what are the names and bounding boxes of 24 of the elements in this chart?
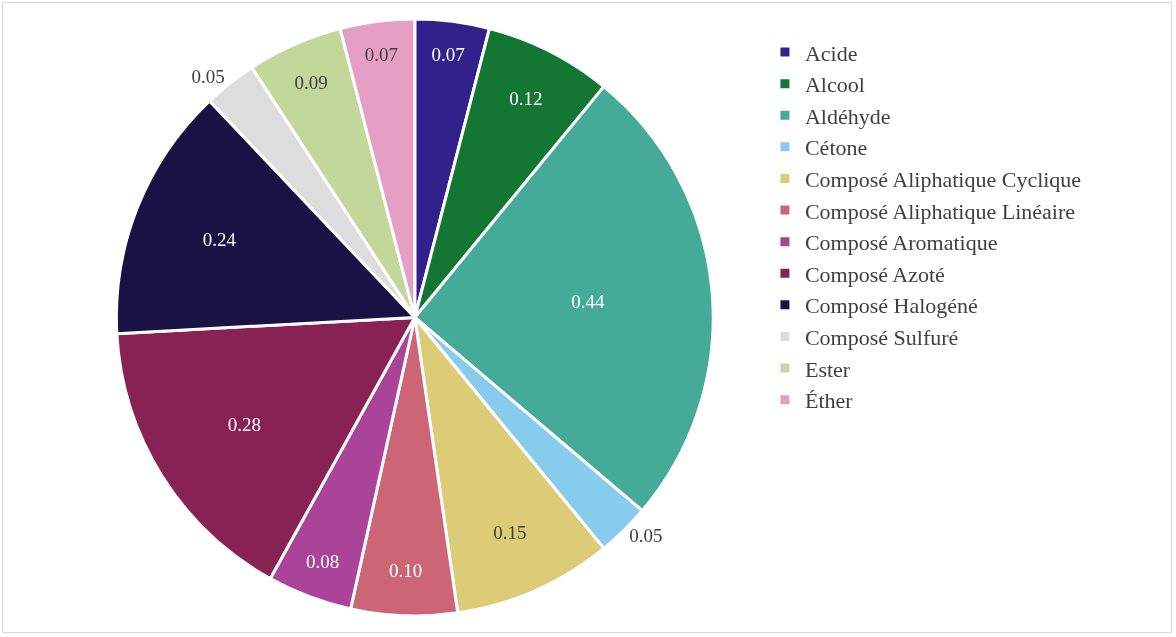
data-label: 0.07: [364, 44, 399, 66]
legend-label: Cétone: [804, 135, 868, 161]
legend-label: Composé Aliphatique Cyclique: [804, 167, 1082, 193]
legend-label: Composé Azoté: [804, 261, 945, 287]
legend-label: Composé Halogéné: [804, 293, 978, 319]
legend-label: Alcool: [804, 72, 865, 98]
data-label: 0.09: [294, 71, 328, 93]
data-label: 0.08: [306, 551, 340, 573]
legend-label: Ester: [804, 356, 851, 382]
data-label: 0.44: [571, 291, 606, 313]
data-label: 0.15: [493, 522, 527, 544]
data-label: 0.12: [509, 87, 543, 109]
data-label: 0.05: [191, 66, 225, 88]
legend-label: Acide: [804, 40, 858, 66]
data-label: 0.10: [389, 559, 423, 581]
legend-label: Composé Aromatique: [804, 230, 998, 256]
data-label: 0.07: [431, 44, 465, 66]
data-label: 0.28: [227, 413, 262, 435]
data-label: 0.05: [629, 525, 663, 547]
legend-label: Aldéhyde: [804, 103, 891, 129]
legend-label: Composé Aliphatique Linéaire: [804, 198, 1075, 224]
data-label: 0.24: [202, 229, 237, 251]
legend-label: Composé Sulfuré: [804, 325, 959, 351]
legend-label: Éther: [804, 388, 854, 414]
